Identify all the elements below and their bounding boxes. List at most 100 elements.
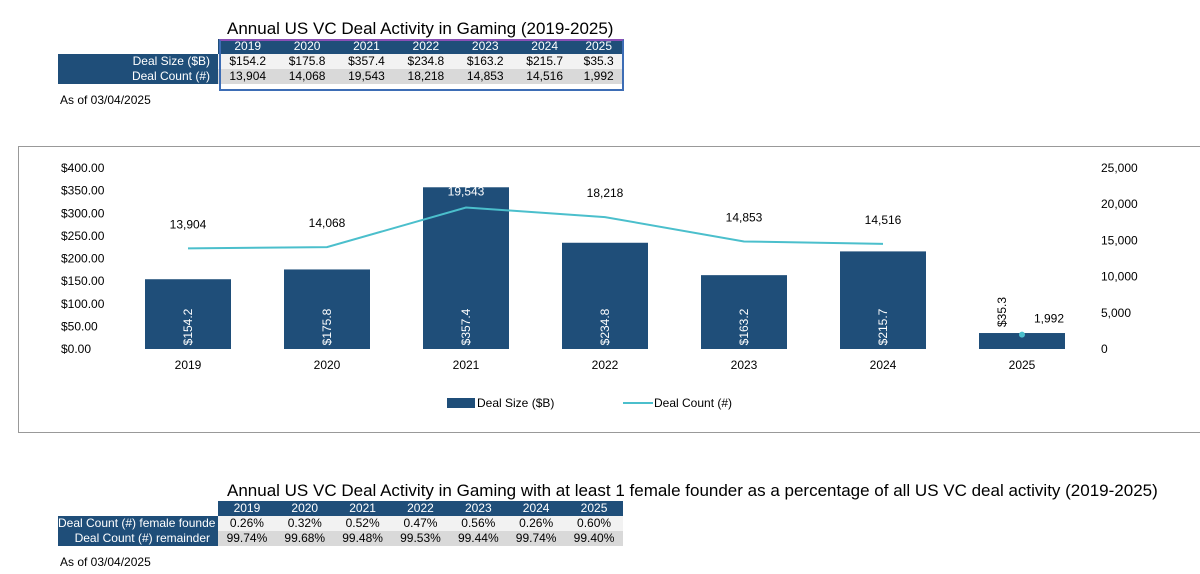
table-cell: 0.56% bbox=[449, 516, 508, 531]
line-data-label: 19,543 bbox=[448, 185, 485, 199]
table-cell: 0.60% bbox=[565, 516, 623, 531]
table-cell: 99.40% bbox=[565, 531, 623, 546]
x-axis-tick: 2021 bbox=[453, 358, 480, 372]
right-axis-tick: 10,000 bbox=[1101, 270, 1138, 284]
table-cell: 99.74% bbox=[507, 531, 566, 546]
line-data-label: 14,516 bbox=[865, 213, 902, 227]
chart-area[interactable]: $0.00 $50.00 $100.00 $150.00 $200.00 $250.00 $… bbox=[18, 146, 1200, 433]
top-data-table: 2019 2020 2021 2022 2023 2024 2025 Deal Size ($… bbox=[58, 39, 623, 84]
year-header: 2024 bbox=[514, 39, 575, 54]
bar-data-label: $215.7 bbox=[876, 308, 890, 345]
x-axis-tick: 2019 bbox=[175, 358, 202, 372]
table-cell: 99.44% bbox=[449, 531, 508, 546]
line-data-label: 18,218 bbox=[587, 186, 624, 200]
blank-cell bbox=[58, 39, 218, 54]
bar-deal-size bbox=[979, 333, 1065, 349]
bottom-table-title: Annual US VC Deal Activity in Gaming wit… bbox=[227, 481, 1158, 500]
year-header: 2022 bbox=[391, 501, 450, 516]
year-header: 2019 bbox=[218, 39, 278, 54]
bar-deal-size bbox=[423, 187, 509, 349]
x-axis-tick: 2022 bbox=[592, 358, 619, 372]
table-cell: $234.8 bbox=[396, 54, 456, 69]
table-cell: $163.2 bbox=[455, 54, 515, 69]
year-header: 2023 bbox=[455, 39, 515, 54]
bar-data-label: $234.8 bbox=[598, 308, 612, 345]
row-label: Deal Count (#) bbox=[58, 69, 218, 84]
year-header: 2021 bbox=[333, 501, 392, 516]
table-cell: 0.26% bbox=[507, 516, 566, 531]
year-header: 2023 bbox=[449, 501, 508, 516]
year-header: 2020 bbox=[275, 501, 334, 516]
left-axis-tick: $300.00 bbox=[61, 206, 105, 220]
left-axis-tick: $0.00 bbox=[61, 342, 91, 356]
bar-deal-size bbox=[562, 242, 648, 349]
right-axis-tick: 5,000 bbox=[1101, 306, 1131, 320]
table-cell: 14,853 bbox=[455, 69, 515, 84]
bar-deal-size bbox=[284, 269, 370, 349]
selection-outline bbox=[219, 39, 624, 91]
year-header: 2020 bbox=[277, 39, 337, 54]
x-axis-tick: 2023 bbox=[731, 358, 758, 372]
right-axis-tick: 25,000 bbox=[1101, 161, 1138, 175]
bar-deal-size bbox=[145, 279, 231, 349]
left-axis-tick: $200.00 bbox=[61, 252, 105, 266]
line-data-label: 1,992 bbox=[1034, 312, 1064, 326]
bar-data-label: $175.8 bbox=[320, 308, 334, 345]
year-header: 2024 bbox=[507, 501, 566, 516]
line-data-label: 14,068 bbox=[309, 216, 346, 230]
year-header: 2021 bbox=[336, 39, 397, 54]
table-cell: 18,218 bbox=[396, 69, 456, 84]
legend-label: Deal Size ($B) bbox=[477, 396, 554, 410]
line-data-label: 14,853 bbox=[726, 210, 763, 224]
right-axis-tick: 20,000 bbox=[1101, 197, 1138, 211]
legend-label: Deal Count (#) bbox=[654, 396, 732, 410]
bar-data-label: $154.2 bbox=[181, 308, 195, 345]
year-header: 2022 bbox=[396, 39, 456, 54]
table-cell: 14,068 bbox=[277, 69, 337, 84]
left-axis-tick: $350.00 bbox=[61, 184, 105, 198]
top-as-of: As of 03/04/2025 bbox=[60, 93, 151, 107]
table-cell: $35.3 bbox=[574, 54, 623, 69]
line-data-label: 13,904 bbox=[170, 217, 207, 231]
left-axis-tick: $150.00 bbox=[61, 274, 105, 288]
year-header: 2019 bbox=[218, 501, 276, 516]
table-cell: 19,543 bbox=[336, 69, 397, 84]
table-cell: 0.47% bbox=[391, 516, 450, 531]
table-cell: 0.52% bbox=[333, 516, 392, 531]
table-cell: 0.32% bbox=[275, 516, 334, 531]
left-axis-tick: $400.00 bbox=[61, 161, 105, 175]
right-axis-tick: 0 bbox=[1101, 342, 1108, 356]
legend-bar-swatch bbox=[447, 398, 475, 408]
x-axis-tick: 2024 bbox=[870, 358, 897, 372]
bar-data-label: $35.3 bbox=[995, 297, 1009, 327]
table-cell: $357.4 bbox=[336, 54, 397, 69]
line-deal-count bbox=[187, 206, 884, 250]
year-header: 2025 bbox=[574, 39, 623, 54]
table-cell: 99.74% bbox=[218, 531, 276, 546]
combo-chart: $0.00 $50.00 $100.00 $150.00 $200.00 $250.00 $… bbox=[61, 161, 1138, 410]
table-cell: $175.8 bbox=[277, 54, 337, 69]
table-cell: $154.2 bbox=[218, 54, 278, 69]
bottom-data-table: 2019 2020 2021 2022 2023 2024 2025 Deal Count (… bbox=[58, 501, 623, 546]
row-label: Deal Size ($B) bbox=[58, 54, 218, 69]
bar-deal-size bbox=[840, 251, 926, 349]
line-point-2025 bbox=[1019, 331, 1025, 338]
blank-cell bbox=[58, 501, 218, 516]
table-cell: 13,904 bbox=[218, 69, 278, 84]
bar-data-label: $357.4 bbox=[459, 308, 473, 345]
table-cell: $215.7 bbox=[514, 54, 575, 69]
left-axis-tick: $50.00 bbox=[61, 319, 98, 333]
left-axis-tick: $100.00 bbox=[61, 297, 105, 311]
table-cell: 99.48% bbox=[333, 531, 392, 546]
table-cell: 0.26% bbox=[218, 516, 276, 531]
top-table-title: Annual US VC Deal Activity in Gaming (20… bbox=[227, 19, 614, 38]
table-cell: 1,992 bbox=[574, 69, 623, 84]
bottom-as-of: As of 03/04/2025 bbox=[60, 555, 151, 569]
bar-data-label: $163.2 bbox=[737, 308, 751, 345]
x-axis-tick: 2025 bbox=[1009, 358, 1036, 372]
row-label: Deal Count (#) remainder bbox=[58, 531, 218, 546]
left-axis-tick: $250.00 bbox=[61, 229, 105, 243]
year-header: 2025 bbox=[565, 501, 623, 516]
right-axis-tick: 15,000 bbox=[1101, 233, 1138, 247]
table-cell: 99.53% bbox=[391, 531, 450, 546]
